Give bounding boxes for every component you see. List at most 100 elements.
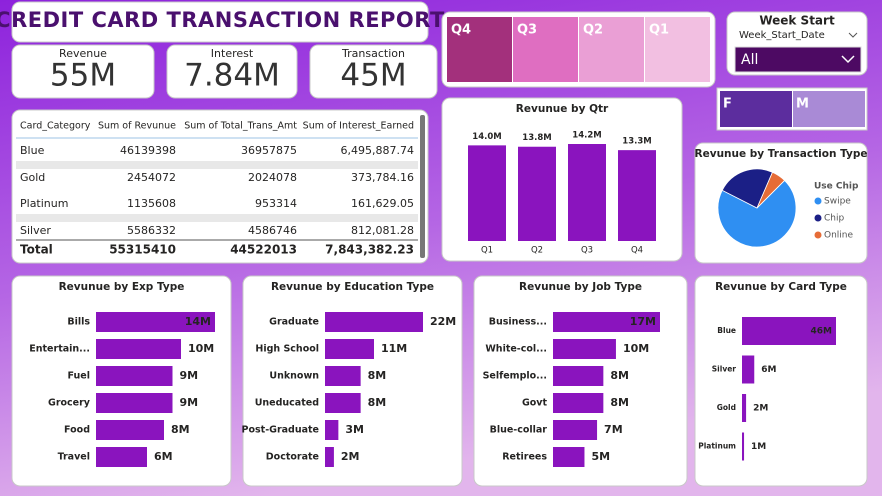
dropdown[interactable] [734,46,862,73]
value-label: 13.8M [522,133,551,143]
table-cell: 36957875 [241,144,297,157]
scrollbar[interactable] [420,115,425,258]
chart-title: Revunue by Transaction Type [695,148,868,160]
legend-label: Swipe [824,197,851,207]
table-cell: Gold [20,171,45,184]
bar [553,366,604,386]
bar [96,447,147,467]
kpi-value: 7.84M [184,58,280,94]
value-label: 2M [753,404,768,414]
slicer-tile[interactable] [513,17,578,82]
bar [742,432,745,461]
table-header: Sum of Interest_Earned [303,121,414,132]
slicer-tile-label: Q1 [649,23,669,38]
chevron [841,55,855,64]
bar [518,146,556,241]
panel [166,44,298,99]
legend-label: Chip [824,214,844,224]
value-label: 8M [610,369,629,382]
table-cell: 1135608 [127,197,176,210]
table-cell: Platinum [20,197,68,210]
kpi-value: 45M [340,58,406,94]
table-cell: 5586332 [127,224,176,237]
y-tick-label: Gold [717,403,736,412]
table-cell: 812,081.28 [351,224,414,237]
chart-title: Revunue by Education Type [271,281,434,293]
slicer-tile[interactable] [720,91,792,127]
value-label: 14.0M [472,132,501,142]
value-label: 17M [630,315,656,328]
bar [553,339,616,359]
bar [468,145,506,241]
row-band [16,214,418,222]
pie-slice [756,171,786,209]
bar [96,420,164,440]
chart-title: Revunue by Card Type [715,281,847,293]
slicer-tile[interactable] [645,17,710,82]
panel [309,44,438,99]
slicer-tile[interactable] [793,91,865,127]
table-header: Sum of Revunue [98,121,176,132]
slicer-field: Week_Start_Date [739,30,825,41]
y-tick-label: Govt [522,398,548,409]
value-label: 6M [154,450,173,463]
pie-slice [721,168,774,209]
dropdown-value: All [741,52,758,68]
panel [694,275,868,487]
table-header: Card_Category [20,121,91,132]
table-cell: 953314 [255,197,297,210]
bar [96,339,181,359]
slicer-tile-label: F [723,97,732,112]
value-label: 6M [761,365,776,375]
y-tick-label: Post-Graduate [242,425,319,436]
value-label: 3M [345,423,364,436]
x-tick-label: Q1 [481,246,493,256]
y-tick-label: Unknown [269,371,319,382]
table-cell: 6,495,887.74 [341,144,414,157]
slicer-tile[interactable] [579,17,644,82]
legend-swatch [814,197,822,205]
bar [742,355,755,384]
value-label: 10M [188,342,214,355]
panel [11,44,155,99]
table-cell: 373,784.16 [351,171,414,184]
bar [553,420,598,440]
chart-title: Revunue by Qtr [516,103,609,115]
slicer-tile-label: Q2 [583,23,603,38]
bar [325,312,423,332]
bar [553,312,660,332]
bar [553,447,585,467]
table-header: Sum of Total_Trans_Amt [184,121,297,132]
slicer-tile-label: M [796,97,809,112]
panel [11,109,429,264]
y-tick-label: Grocery [48,398,91,409]
x-tick-label: Q2 [531,246,543,256]
bar [96,312,215,332]
value-label: 46M [811,327,833,337]
slicer-tile[interactable] [447,17,512,82]
report-title: CREDIT CARD TRANSACTION REPORT [0,8,445,32]
x-tick-label: Q4 [631,246,643,256]
value-label: 8M [368,369,387,382]
bar [325,339,374,359]
value-label: 8M [368,396,387,409]
y-tick-label: Fuel [68,371,90,382]
chevron [848,32,858,38]
x-tick-label: Q3 [581,246,593,256]
y-tick-label: Entertain... [29,344,90,355]
value-label: 7M [604,423,623,436]
y-tick-label: Bills [67,317,90,328]
table-cell: 2454072 [127,171,176,184]
bar [568,144,606,241]
table-cell: 4586746 [248,224,297,237]
table-cell: 46139398 [120,144,176,157]
y-tick-label: Graduate [269,317,319,328]
bar [742,317,836,345]
pie-slice [717,179,797,248]
y-tick-label: Blue [717,326,736,335]
table-cell: 2024078 [248,171,297,184]
value-label: 9M [180,396,199,409]
table-total: 55315410 [109,243,176,257]
y-tick-label: High School [255,344,319,355]
